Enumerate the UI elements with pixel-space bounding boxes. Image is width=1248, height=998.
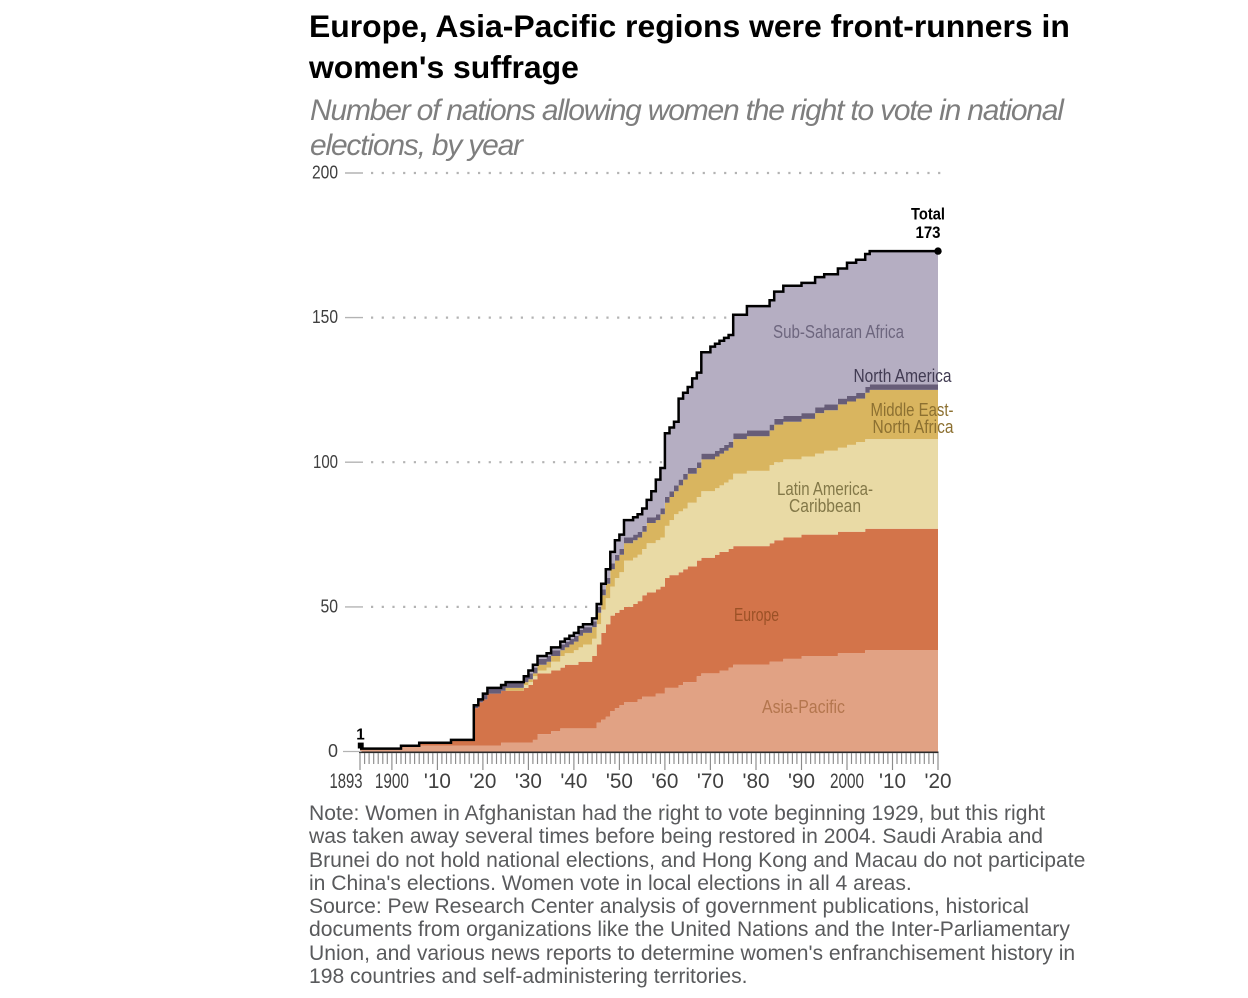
svg-text:150: 150 xyxy=(312,306,338,327)
svg-text:2000: 2000 xyxy=(830,770,864,793)
svg-text:200: 200 xyxy=(312,162,338,183)
svg-text:100: 100 xyxy=(313,451,338,472)
svg-text:173: 173 xyxy=(916,224,941,242)
svg-text:'80: '80 xyxy=(743,770,770,793)
svg-text:'90: '90 xyxy=(788,770,815,793)
svg-text:Middle East-: Middle East- xyxy=(871,400,954,420)
svg-text:Sub-Saharan Africa: Sub-Saharan Africa xyxy=(773,322,905,342)
svg-text:'30: '30 xyxy=(515,770,542,793)
svg-text:Asia-Pacific: Asia-Pacific xyxy=(762,697,845,717)
svg-text:50: 50 xyxy=(321,595,339,616)
svg-text:Caribbean: Caribbean xyxy=(789,496,861,516)
svg-text:1: 1 xyxy=(356,727,365,744)
svg-text:Latin America-: Latin America- xyxy=(777,479,873,499)
svg-text:'40: '40 xyxy=(560,770,587,793)
svg-text:North America: North America xyxy=(854,366,953,386)
svg-text:0: 0 xyxy=(328,740,338,761)
svg-text:'10: '10 xyxy=(424,770,451,793)
svg-text:'60: '60 xyxy=(651,770,678,793)
svg-text:'20: '20 xyxy=(469,770,496,793)
svg-text:'20: '20 xyxy=(925,770,952,793)
svg-text:North Africa: North Africa xyxy=(873,417,955,437)
svg-text:'70: '70 xyxy=(697,770,724,793)
svg-text:Europe: Europe xyxy=(734,605,779,625)
svg-text:1900: 1900 xyxy=(375,770,409,793)
svg-text:Total: Total xyxy=(911,206,945,224)
svg-text:'50: '50 xyxy=(606,770,633,793)
svg-text:'10: '10 xyxy=(879,770,906,793)
svg-text:1893: 1893 xyxy=(330,770,363,793)
